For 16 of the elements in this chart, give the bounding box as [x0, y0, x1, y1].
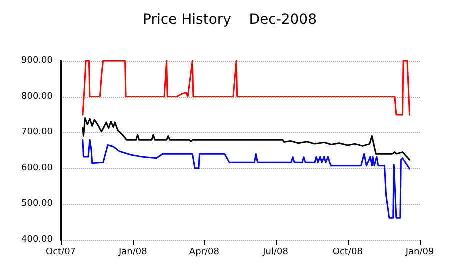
chart-title: Price History Dec-2008 — [143, 12, 317, 28]
y-tick-label: 400.00 — [22, 235, 54, 245]
x-tick-label: Jan/08 — [118, 248, 148, 258]
y-tick-label: 700.00 — [22, 128, 54, 138]
line-series — [82, 118, 411, 161]
y-tick-label: 900.00 — [22, 56, 54, 66]
y-tick-label: 500.00 — [22, 199, 54, 210]
x-tick-label: Oct/08 — [332, 248, 364, 258]
x-tick-label: Jan/09 — [404, 248, 434, 258]
line-series — [82, 60, 411, 116]
x-tick-label: Apr/08 — [189, 248, 220, 258]
y-tick-label: 600.00 — [22, 163, 54, 174]
x-tick-label: Jul/08 — [262, 248, 289, 258]
y-tick-label: 800.00 — [22, 92, 54, 102]
x-tick-label: Oct/07 — [46, 248, 76, 258]
line-series — [82, 139, 411, 219]
